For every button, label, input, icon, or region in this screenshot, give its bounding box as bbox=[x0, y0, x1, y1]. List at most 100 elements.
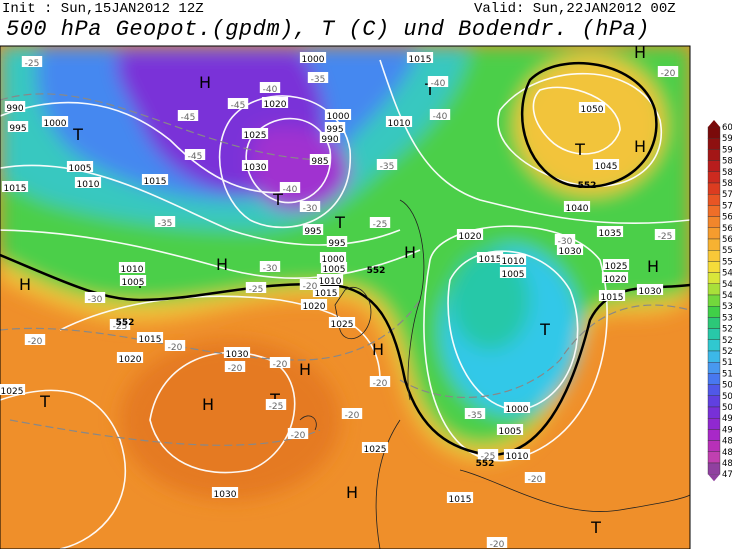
isobar-label-text: 1020 bbox=[119, 355, 142, 365]
temperature-label: -35 bbox=[464, 408, 486, 421]
pressure-center: T bbox=[424, 80, 435, 99]
pressure-center: H bbox=[299, 360, 311, 379]
colorbar-cell bbox=[707, 373, 721, 385]
temperature-label: -25 bbox=[477, 449, 499, 462]
isobar-label-text: 1015 bbox=[449, 495, 472, 505]
isobar-label-box bbox=[7, 121, 29, 132]
colorbar-tip-bottom bbox=[708, 474, 720, 482]
isobar-label-box bbox=[1, 181, 29, 192]
colorbar-cell bbox=[707, 384, 721, 397]
isobar-label: 1020 bbox=[116, 352, 144, 365]
temperature-label: -25 bbox=[369, 217, 391, 230]
temperature-label-box bbox=[84, 292, 106, 303]
temperature-label-box bbox=[369, 376, 391, 387]
temperature-label-box bbox=[224, 361, 246, 372]
colorbar-cell bbox=[707, 171, 721, 184]
temperature-label-box bbox=[486, 537, 508, 548]
valid-time: Valid: Sun,22JAN2012 00Z bbox=[474, 1, 676, 17]
temperature-label-box bbox=[245, 282, 267, 293]
pressure-center: H bbox=[634, 43, 646, 62]
isobar-label-box bbox=[406, 52, 434, 63]
isobar-label-box bbox=[601, 272, 629, 283]
temperature-label-text: -30 bbox=[88, 295, 103, 305]
temperature-label-text: -30 bbox=[263, 264, 278, 274]
colorbar-cell bbox=[707, 149, 721, 161]
temperature-label-text: -30 bbox=[303, 204, 318, 214]
colorbar-label: 480 bbox=[722, 459, 732, 469]
isobar-label-box bbox=[118, 262, 146, 273]
temperature-label-text: -45 bbox=[188, 152, 203, 162]
isobar-label: 1030 bbox=[211, 487, 239, 500]
pressure-center: H bbox=[346, 483, 358, 502]
contour-label: 552 bbox=[116, 318, 135, 328]
temperature-label: -30 bbox=[554, 234, 576, 247]
isobar-label: 1030 bbox=[556, 244, 584, 257]
temperature-label: -20 bbox=[269, 357, 291, 370]
temperature-label-box bbox=[554, 234, 576, 245]
colorbar-label: 572 bbox=[722, 201, 732, 211]
pressure-center: H bbox=[19, 275, 31, 294]
isobar-label-text: 995 bbox=[9, 124, 26, 134]
isobar-label: 1000 bbox=[299, 52, 327, 65]
temperature-label-text: -25 bbox=[249, 285, 264, 295]
isobar-label: 1015 bbox=[312, 286, 340, 299]
temperature-label-box bbox=[654, 229, 676, 240]
isobar-label-text: 1025 bbox=[331, 320, 354, 330]
isobar-label: 1035 bbox=[596, 226, 624, 239]
isobar-label-text: 995 bbox=[304, 227, 321, 237]
isobar-label-box bbox=[241, 160, 269, 171]
isobar-label-box bbox=[328, 317, 356, 328]
colorbar-cell bbox=[707, 137, 721, 150]
colorbar-label: 552 bbox=[722, 257, 732, 267]
temperature-label: -45 bbox=[177, 110, 199, 123]
isobar-label: 1015 bbox=[141, 174, 169, 187]
isobar-label-box bbox=[41, 116, 69, 127]
isobar-label-box bbox=[66, 161, 94, 172]
isobar-label: 1000 bbox=[41, 116, 69, 129]
temperature-label: -20 bbox=[657, 66, 679, 79]
temperature-label-box bbox=[307, 72, 329, 83]
isobar-label-box bbox=[385, 116, 413, 127]
temperature-label: -40 bbox=[259, 82, 281, 95]
temperature-label-text: -40 bbox=[433, 112, 448, 122]
temperature-label-box bbox=[429, 109, 451, 120]
isobar-label-box bbox=[223, 347, 251, 358]
isobar-label-box bbox=[299, 52, 327, 63]
isobar-label-box bbox=[496, 424, 524, 435]
colorbar-label: 564 bbox=[722, 224, 732, 234]
isobar-label-text: 1000 bbox=[322, 255, 345, 265]
isobar-label: 1030 bbox=[241, 160, 269, 173]
isobar-label-text: 1025 bbox=[364, 445, 387, 455]
isobar-label: 995 bbox=[326, 236, 348, 249]
isobar-label-text: 1050 bbox=[581, 105, 604, 115]
temperature-label-box bbox=[287, 428, 309, 439]
isobar-label-box bbox=[74, 177, 102, 188]
isobar-label-box bbox=[476, 252, 504, 263]
temperature-label-box bbox=[227, 98, 249, 109]
colorbar-cell bbox=[707, 227, 721, 240]
temperature-label: -20 bbox=[164, 340, 186, 353]
isobar-label-box bbox=[596, 226, 624, 237]
temperature-label-box bbox=[427, 76, 449, 87]
isobar-label: 1010 bbox=[499, 254, 527, 267]
isobar-label-text: 1020 bbox=[264, 100, 287, 110]
colorbar-label: 544 bbox=[722, 280, 732, 290]
colorbar-label: 548 bbox=[722, 269, 732, 279]
isobar-label-text: 1010 bbox=[121, 265, 144, 275]
temperature-label: -25 bbox=[21, 56, 43, 69]
isobar-label-box bbox=[4, 101, 26, 112]
isobar-label-box bbox=[309, 154, 331, 165]
isobar-label: 990 bbox=[319, 132, 341, 145]
isobar-label-box bbox=[499, 267, 527, 278]
isobar-label: 1020 bbox=[456, 229, 484, 242]
isobar-label: 995 bbox=[302, 224, 324, 237]
isobar-label-box bbox=[499, 254, 527, 265]
isobar-label-box bbox=[636, 284, 664, 295]
isobar-label: 1050 bbox=[578, 102, 606, 115]
temperature-label-text: -40 bbox=[431, 79, 446, 89]
isobar-label-text: 1010 bbox=[502, 257, 525, 267]
colorbar-cell bbox=[707, 451, 721, 464]
isobar-label-box bbox=[141, 174, 169, 185]
temperature-label-box bbox=[259, 82, 281, 93]
